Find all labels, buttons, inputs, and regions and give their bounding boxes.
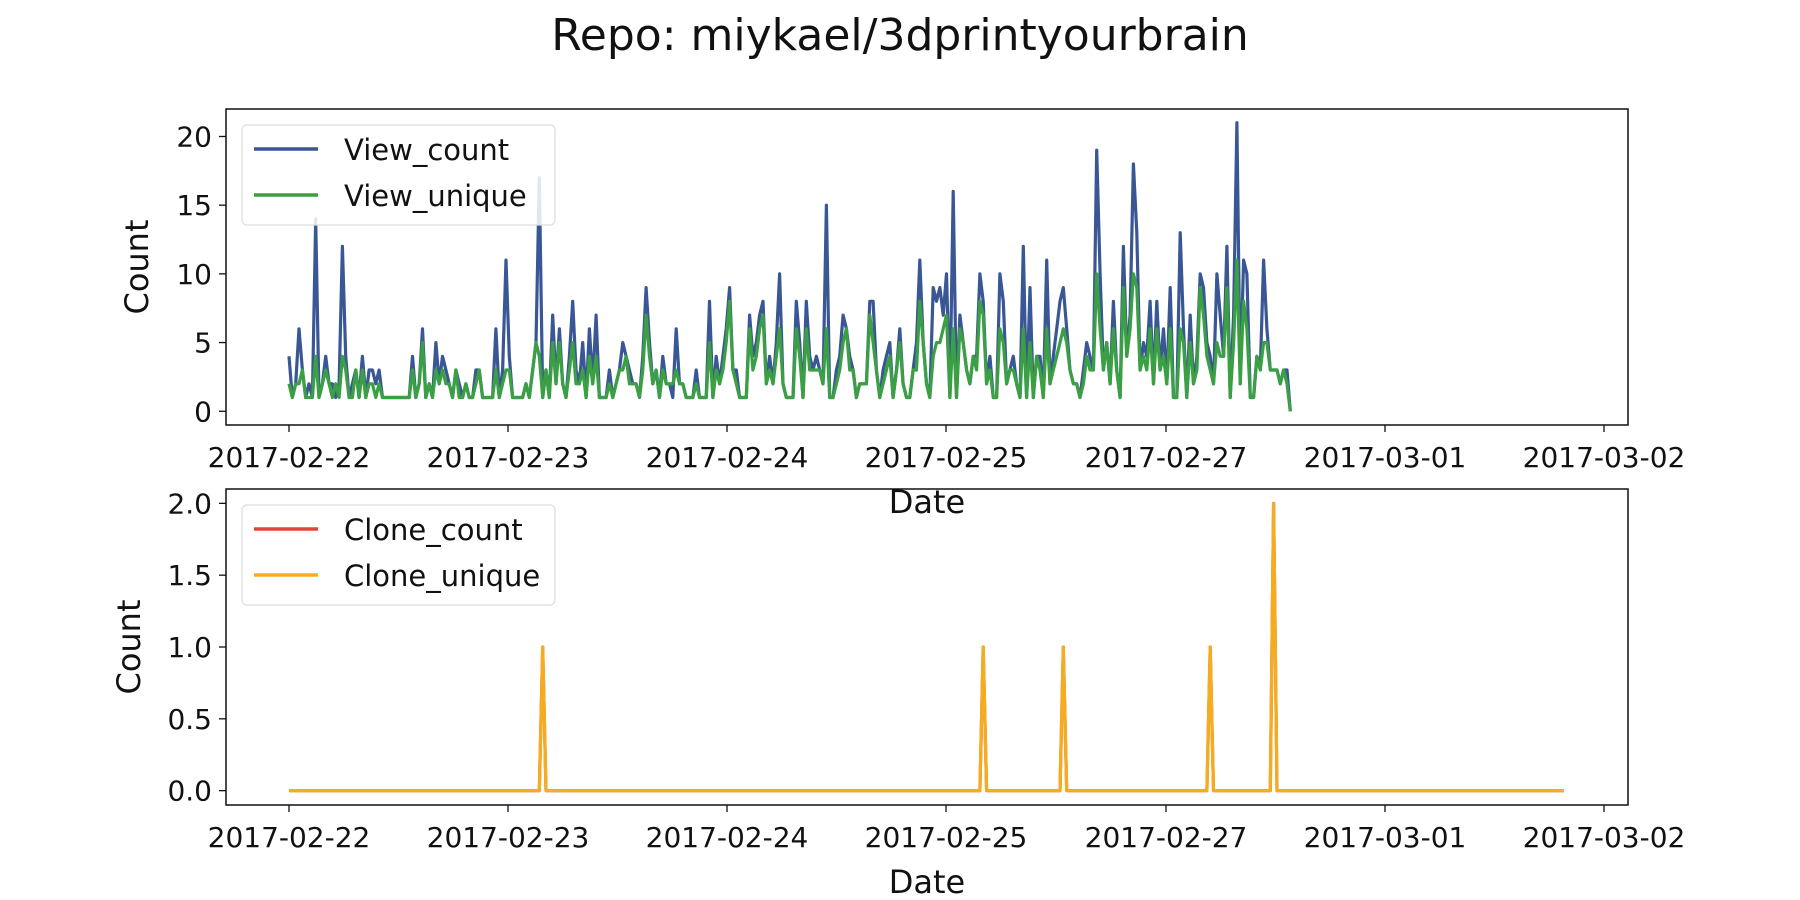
chart-title: Repo: miykael/3dprintyourbrain [551,10,1249,61]
legend-label: Clone_unique [344,559,540,593]
legend-box [241,124,556,226]
legend-label: Clone_count [344,513,523,547]
y-tick-label: 20 [176,120,212,153]
x-tick-label: 2017-02-27 [1085,441,1248,474]
x-tick-label: 2017-03-01 [1304,821,1467,854]
y-axis-label: Count [110,599,148,694]
legend-label: View_unique [344,179,527,213]
x-tick-label: 2017-02-24 [646,821,809,854]
plot-frame [225,108,1629,426]
x-tick-label: 2017-02-25 [865,441,1028,474]
y-tick-label: 2.0 [167,487,212,520]
y-tick-label: 1.0 [167,631,212,664]
y-tick-label: 0.5 [167,703,212,736]
x-tick-label: 2017-03-02 [1523,821,1686,854]
y-tick-label: 10 [176,258,212,291]
x-tick-label: 2017-02-24 [646,441,809,474]
series-line-clone-unique [289,501,1564,793]
panel-clones: 0.0 0.5 1.0 1.5 2.0 2017-02-22 2017-02-23 2017-… [110,487,1685,900]
x-tick-label: 2017-03-02 [1523,441,1686,474]
y-tick-label: 1.5 [167,559,212,592]
x-tick-label: 2017-02-25 [865,821,1028,854]
x-tick-label: 2017-02-23 [427,821,590,854]
x-tick-label: 2017-02-23 [427,441,590,474]
legend-label: View_count [344,133,509,167]
legend: Clone_count Clone_unique [241,504,556,606]
y-tick-label: 0.0 [167,775,212,808]
series-line-view-unique [287,258,1292,412]
x-tick-label: 2017-02-22 [208,821,371,854]
y-tick-label: 15 [176,189,212,222]
x-tick-label: 2017-03-01 [1304,441,1467,474]
y-tick-label: 5 [194,327,212,360]
x-tick-label: 2017-02-27 [1085,821,1248,854]
x-tick-label: 2017-02-22 [208,441,371,474]
y-tick-label: 0 [194,395,212,428]
panel-views: 0 5 10 15 20 2017-02-22 2017-02-23 2017-02-24 20… [118,108,1686,521]
y-axis-label: Count [118,219,156,314]
legend: View_count View_unique [241,124,556,226]
x-axis-label: Date [889,863,965,900]
legend-box [241,504,556,606]
